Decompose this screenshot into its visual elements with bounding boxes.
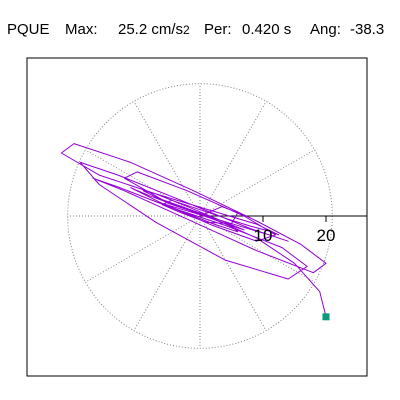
- grid-spoke: [133, 101, 201, 217]
- grid-spoke: [199, 149, 315, 217]
- radial-tick-label: 10: [254, 226, 273, 245]
- radial-tick-label: 20: [317, 226, 336, 245]
- grid-spoke: [85, 215, 201, 283]
- end-point-marker: [322, 313, 330, 321]
- plot-frame: [26, 57, 368, 377]
- motion-trace: [60, 143, 330, 321]
- period-label: Per:: [204, 21, 232, 38]
- period-value: 0.420 s: [242, 21, 292, 38]
- axes: [200, 215, 367, 222]
- tick-labels: 10 20: [254, 226, 336, 245]
- grid-spoke: [199, 215, 267, 331]
- grid-spoke: [85, 149, 201, 217]
- grid-spoke: [199, 215, 315, 283]
- station-code: PQUE: [7, 21, 50, 38]
- grid-spoke: [133, 215, 201, 331]
- trace-line: [60, 143, 327, 317]
- angle-label: Ang:: [310, 21, 341, 38]
- angle-value: -38.3: [350, 21, 385, 38]
- grid-spoke: [199, 101, 267, 217]
- max-value: 25.2 cm/s: [118, 21, 184, 38]
- max-unit-exponent: 2: [183, 23, 190, 37]
- max-label: Max:: [65, 21, 98, 38]
- plot-header: PQUE Max: 25.2 cm/s 2 Per: 0.420 s Ang: …: [7, 20, 397, 40]
